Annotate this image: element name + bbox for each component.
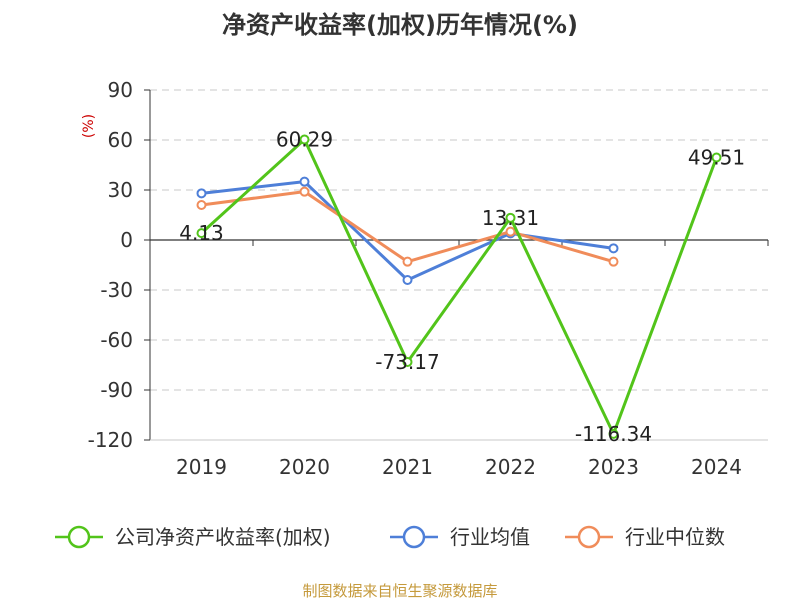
y-tick-label: -30 xyxy=(100,278,133,302)
source-note: 制图数据来自恒生聚源数据库 xyxy=(302,582,497,600)
legend-item[interactable]: 公司净资产收益率(加权) xyxy=(55,525,331,549)
x-tick-label: 2019 xyxy=(176,455,227,479)
data-point[interactable] xyxy=(402,356,413,367)
x-tick-label: 2020 xyxy=(279,455,330,479)
x-tick-label: 2023 xyxy=(588,455,639,479)
y-axis-label: (%) xyxy=(81,114,97,138)
legend-label: 行业均值 xyxy=(450,525,530,549)
legend-label: 行业中位数 xyxy=(625,525,725,549)
x-tick-label: 2021 xyxy=(382,455,433,479)
data-label: 49.51 xyxy=(688,145,745,169)
data-label: 13.31 xyxy=(482,206,539,230)
data-labels: 4.13 60.29 -73.17 13.31 -116.34 49.51 xyxy=(179,128,745,446)
data-point[interactable] xyxy=(402,275,413,285)
x-tick-label: 2024 xyxy=(691,455,742,479)
data-point[interactable] xyxy=(196,228,207,239)
y-tick-label: 60 xyxy=(108,128,133,152)
data-point[interactable] xyxy=(299,176,310,187)
data-point[interactable] xyxy=(299,134,310,145)
legend-marker xyxy=(67,525,91,549)
legend-item[interactable]: 行业均值 xyxy=(390,525,530,549)
data-label: -116.34 xyxy=(575,422,652,446)
data-point[interactable] xyxy=(196,188,207,199)
series-line xyxy=(201,190,614,264)
legend-label: 公司净资产收益率(加权) xyxy=(115,525,331,549)
data-label: 60.29 xyxy=(276,128,333,152)
series-line xyxy=(200,138,718,436)
data-point[interactable] xyxy=(711,152,722,163)
y-tick-label: 90 xyxy=(108,78,133,102)
legend-item[interactable]: 行业中位数 xyxy=(565,525,725,549)
data-point[interactable] xyxy=(505,212,516,223)
data-point[interactable] xyxy=(402,256,413,267)
legend-marker xyxy=(577,525,601,549)
y-tick-label: -60 xyxy=(100,328,133,352)
axes: 90 60 30 0 -30 -60 -90 -120 2019 2020 2021 2022 2023… xyxy=(88,78,769,479)
data-point[interactable] xyxy=(608,256,619,267)
x-tick-label: 2022 xyxy=(485,455,536,479)
data-label: 4.13 xyxy=(179,221,224,245)
data-point[interactable] xyxy=(196,200,207,210)
data-point[interactable] xyxy=(299,186,310,197)
data-point[interactable] xyxy=(608,428,619,439)
data-point[interactable] xyxy=(505,226,516,237)
legend-marker xyxy=(402,525,426,549)
y-tick-label: 30 xyxy=(108,178,133,202)
y-tick-label: -120 xyxy=(88,428,133,452)
chart-title: 净资产收益率(加权)历年情况(%) xyxy=(222,11,578,39)
data-point[interactable] xyxy=(608,243,619,254)
data-label: -73.17 xyxy=(375,350,439,374)
y-tick-label: 0 xyxy=(120,228,133,252)
y-tick-label: -90 xyxy=(100,378,133,402)
legend[interactable]: 公司净资产收益率(加权) 行业均值 行业中位数 xyxy=(55,525,725,549)
series-layer xyxy=(196,134,722,439)
